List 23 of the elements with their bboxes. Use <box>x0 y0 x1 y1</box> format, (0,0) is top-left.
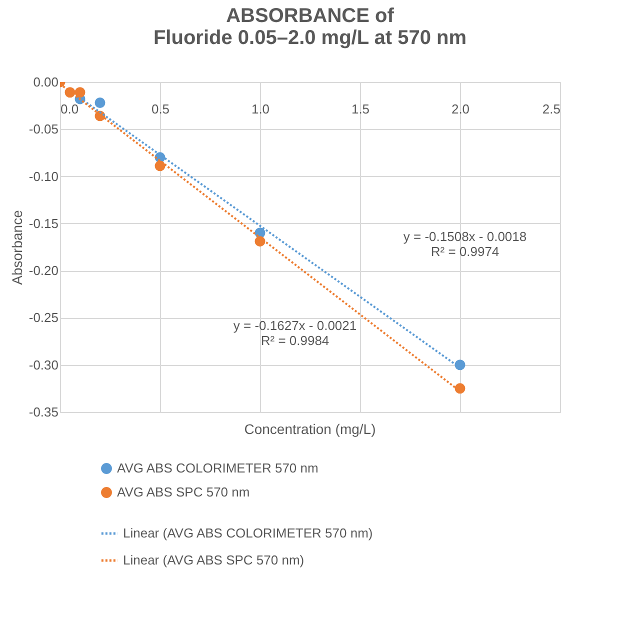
x-tick-label: 2.5 <box>542 102 560 116</box>
x-tick-label: 0.0 <box>60 102 79 116</box>
chart-title: ABSORBANCE of Fluoride 0.05–2.0 mg/L at 570 nm <box>153 5 467 49</box>
y-tick-label: -0.30 <box>28 357 58 372</box>
y-tick-label: -0.15 <box>28 216 58 231</box>
x-tick-label: 2.0 <box>451 102 470 116</box>
y-tick-label: -0.25 <box>28 310 58 326</box>
y-axis-title: Absorbance <box>8 210 25 285</box>
annotation: y = -0.1508x - 0.0018 R² = 0.9974 <box>403 229 527 260</box>
y-tick-label: -0.05 <box>28 122 58 137</box>
y-tick-label: -0.10 <box>28 168 58 184</box>
x-tick-label: 1.5 <box>351 102 370 116</box>
y-tick-label: -0.20 <box>28 263 58 278</box>
x-tick-label: 0.5 <box>151 102 170 116</box>
y-tick-label: -0.35 <box>28 404 58 420</box>
legend-label: Linear (AVG ABS SPC 570 nm) <box>123 552 304 568</box>
annotation: y = -0.1627x - 0.0021 R² = 0.9984 <box>233 318 357 348</box>
legend-label: AVG ABS COLORIMETER 570 nm <box>117 460 318 476</box>
y-tick-label: 0.00 <box>33 74 58 90</box>
legend-label: AVG ABS SPC 570 nm <box>117 484 250 500</box>
x-tick-label: 1.0 <box>251 102 270 116</box>
x-axis-title: Concentration (mg/L) <box>244 421 376 437</box>
legend-label: Linear (AVG ABS COLORIMETER 570 nm) <box>123 526 373 540</box>
